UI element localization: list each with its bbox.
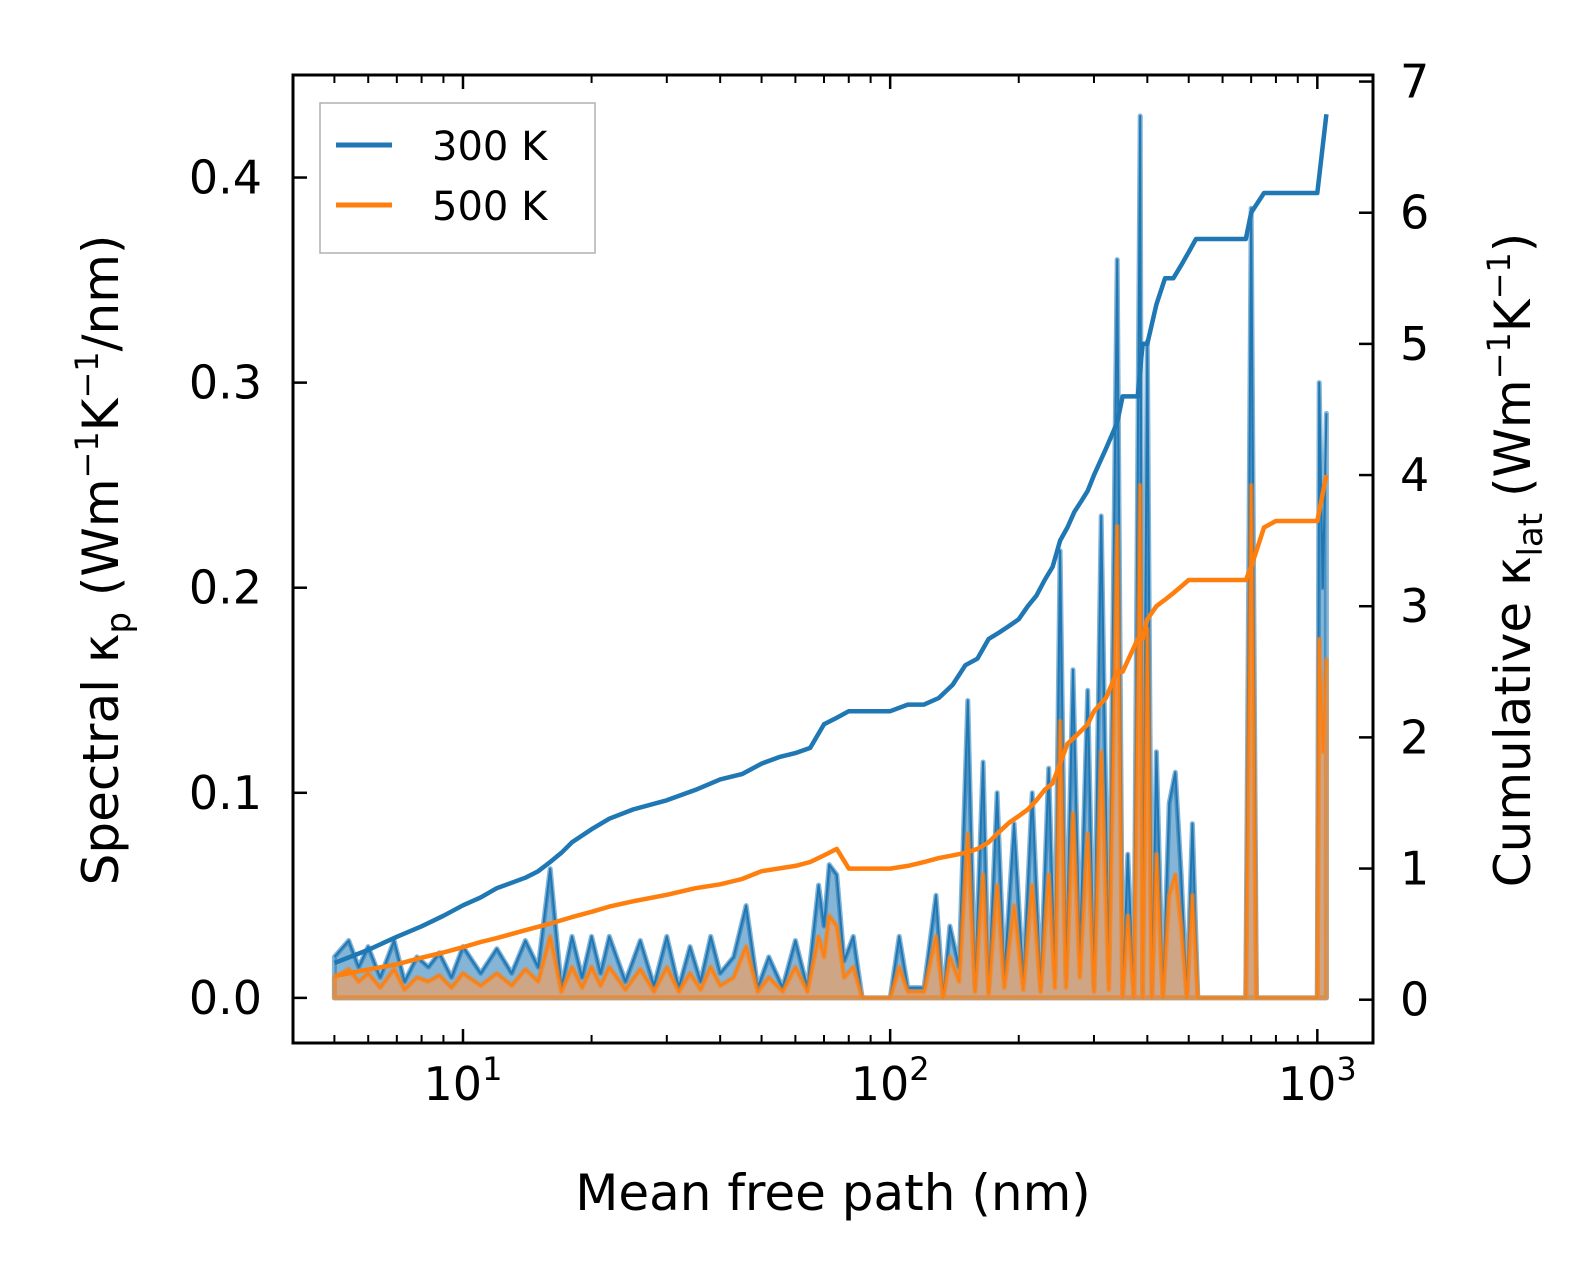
- cumulative-line-500k: [333, 474, 1329, 979]
- ticks-layer: 101 102 103 0.0 0.1 0.2 0.3 0.4 0 1 2 3 4 5 6 7: [189, 55, 1429, 1111]
- x-tick-label: 101: [424, 1050, 503, 1111]
- cumulative-layer: [333, 114, 1329, 979]
- y2-tick-label: 1: [1400, 842, 1429, 896]
- cumulative-line-300k: [333, 114, 1329, 966]
- spectral-layer: [331, 113, 1329, 1001]
- y-tick-label: 0.1: [189, 766, 262, 820]
- spectral-line-500k: [333, 484, 1328, 999]
- legend-box: [319, 102, 596, 254]
- legend-label-500k: 500 K: [432, 184, 549, 230]
- spectral-line-300k: [333, 115, 1328, 999]
- y-tick-label: 0.3: [189, 356, 262, 410]
- y2-tick-label: 3: [1400, 579, 1429, 633]
- x-tick-label: 102: [851, 1050, 930, 1111]
- x-tick-label: 103: [1278, 1050, 1357, 1111]
- plot-area: [331, 113, 1329, 1001]
- y-tick-label: 0.2: [189, 561, 262, 615]
- legend-label-300k: 300 K: [432, 124, 549, 170]
- plot-frame: [291, 73, 1375, 1045]
- x-axis-label: Mean free path (nm): [575, 1164, 1091, 1222]
- y2-tick-label: 5: [1400, 317, 1429, 371]
- y2-axis-label: Cumulative κlat (Wm−1K−1): [1480, 233, 1551, 888]
- y-tick-label: 0.0: [189, 971, 262, 1025]
- y2-tick-label: 6: [1400, 186, 1429, 240]
- y2-tick-label: 7: [1400, 55, 1429, 109]
- y-tick-label: 0.4: [189, 151, 262, 205]
- y2-tick-label: 0: [1400, 973, 1429, 1027]
- y-axis-label: Spectral κp (Wm−1K−1/nm): [68, 235, 139, 886]
- y2-tick-label: 2: [1400, 710, 1429, 764]
- legend: 300 K 500 K: [319, 102, 596, 254]
- y2-tick-label: 4: [1400, 448, 1429, 502]
